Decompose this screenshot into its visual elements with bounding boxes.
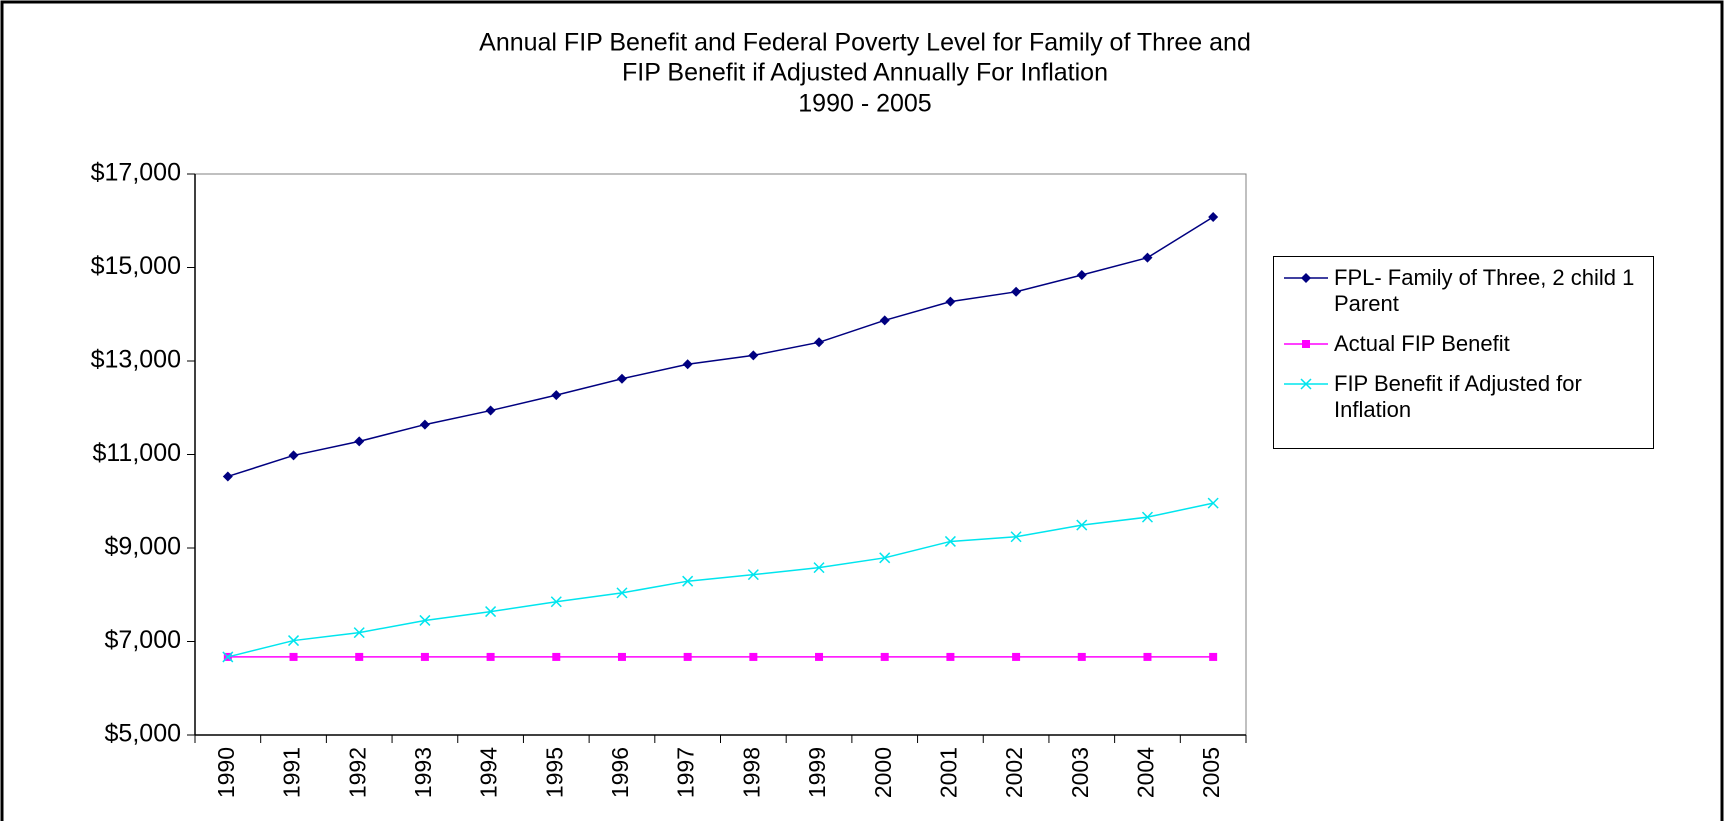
- chart-title: Annual FIP Benefit and Federal Poverty L…: [479, 29, 1251, 57]
- legend-entry: FPL- Family of Three, 2 child 1 Parent: [1280, 265, 1647, 317]
- point: [748, 350, 759, 361]
- point: [1302, 340, 1310, 348]
- point: [1143, 652, 1152, 661]
- point: [880, 652, 889, 661]
- point: [1076, 519, 1088, 531]
- x-tick-label: 1991: [279, 747, 305, 798]
- x-tick-label: 1992: [344, 747, 370, 798]
- point: [550, 596, 562, 608]
- y-tick-label: $13,000: [91, 346, 181, 374]
- x-tick-label: 1997: [673, 747, 699, 798]
- x-tick-label: 2002: [1001, 747, 1027, 798]
- x-tick-label: 1999: [804, 747, 830, 798]
- point: [617, 652, 626, 661]
- legend: FPL- Family of Three, 2 child 1 Parent Ac…: [1273, 256, 1654, 449]
- x-tick-label: 2001: [935, 747, 961, 798]
- point: [1012, 652, 1021, 661]
- y-tick-label: $11,000: [92, 439, 181, 467]
- point: [815, 652, 824, 661]
- x-tick-label: 2005: [1198, 747, 1224, 798]
- plot-area: [194, 173, 1247, 736]
- point: [354, 436, 365, 447]
- point: [879, 315, 890, 326]
- point: [616, 373, 627, 384]
- y-tick-label: $5,000: [105, 720, 181, 748]
- point: [1209, 652, 1218, 661]
- legend-label: FPL- Family of Three, 2 child 1 Parent: [1334, 265, 1635, 316]
- point: [1207, 497, 1219, 509]
- point: [1208, 212, 1219, 223]
- point: [1300, 378, 1312, 390]
- point: [1010, 531, 1022, 543]
- series-line: [227, 502, 1214, 658]
- point: [1301, 273, 1311, 283]
- x-tick-label: 1994: [476, 747, 502, 798]
- legend-label: FIP Benefit if Adjusted for Inflation: [1334, 371, 1582, 422]
- point: [879, 552, 891, 564]
- x-tick-label: 1995: [541, 747, 567, 798]
- x-tick-label: 1993: [410, 747, 436, 798]
- point: [486, 652, 495, 661]
- point: [814, 337, 825, 348]
- point: [353, 627, 365, 639]
- point: [747, 569, 759, 581]
- chart-subtitle: 1990 - 2005: [798, 90, 931, 118]
- point: [485, 606, 497, 618]
- y-tick-label: $9,000: [105, 533, 181, 561]
- point: [682, 575, 694, 587]
- point: [288, 635, 300, 647]
- point: [419, 419, 430, 430]
- point: [288, 450, 299, 461]
- series-line: [227, 216, 1214, 478]
- point: [749, 652, 758, 661]
- y-tick-label: $7,000: [105, 626, 181, 654]
- point: [1077, 652, 1086, 661]
- point: [1142, 252, 1153, 263]
- point: [944, 535, 956, 547]
- x-tick-label: 1998: [738, 747, 764, 798]
- x-tick-label: 2003: [1067, 747, 1093, 798]
- point: [551, 390, 562, 401]
- point: [1076, 269, 1087, 280]
- legend-entry: Actual FIP Benefit: [1280, 331, 1647, 357]
- y-tick-label: $15,000: [91, 252, 181, 280]
- point: [420, 652, 429, 661]
- point: [1011, 286, 1022, 297]
- point: [419, 614, 431, 626]
- point: [222, 471, 233, 482]
- point: [222, 651, 234, 663]
- point: [289, 652, 298, 661]
- legend-label: Actual FIP Benefit: [1334, 331, 1510, 356]
- point: [946, 652, 955, 661]
- point: [485, 405, 496, 416]
- y-tick-label: $17,000: [91, 159, 181, 187]
- x-tick-label: 2004: [1133, 747, 1159, 798]
- point: [813, 562, 825, 574]
- legend-entry: FIP Benefit if Adjusted for Inflation: [1280, 371, 1647, 423]
- point: [945, 296, 956, 307]
- point: [355, 652, 364, 661]
- x-tick-label: 1990: [213, 747, 239, 798]
- point: [682, 359, 693, 370]
- legend-swatch: [1284, 340, 1328, 348]
- legend-swatch: [1284, 378, 1328, 390]
- legend-swatch: [1284, 273, 1328, 283]
- point: [552, 652, 561, 661]
- point: [683, 652, 692, 661]
- x-tick-label: 1996: [607, 747, 633, 798]
- x-tick-label: 2000: [870, 747, 896, 798]
- point: [1141, 511, 1154, 523]
- point: [616, 587, 628, 599]
- chart-subtitle: FIP Benefit if Adjusted Annually For Inf…: [622, 59, 1108, 87]
